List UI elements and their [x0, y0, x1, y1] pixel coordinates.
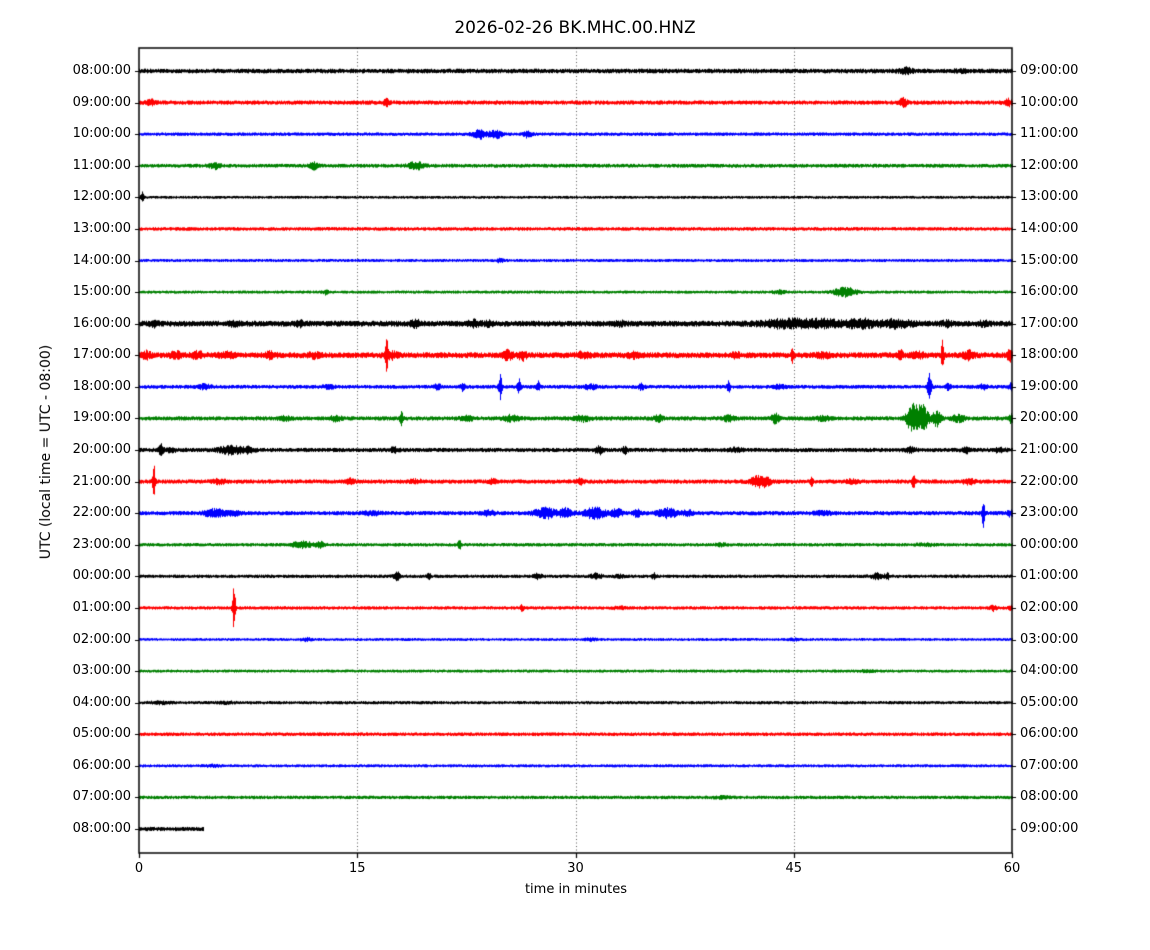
- x-axis-label: time in minutes: [524, 882, 628, 897]
- y-axis-label: UTC (local time = UTC - 08:00): [38, 344, 54, 560]
- chart-title: 2026-02-26 BK.MHC.00.HNZ: [454, 18, 696, 38]
